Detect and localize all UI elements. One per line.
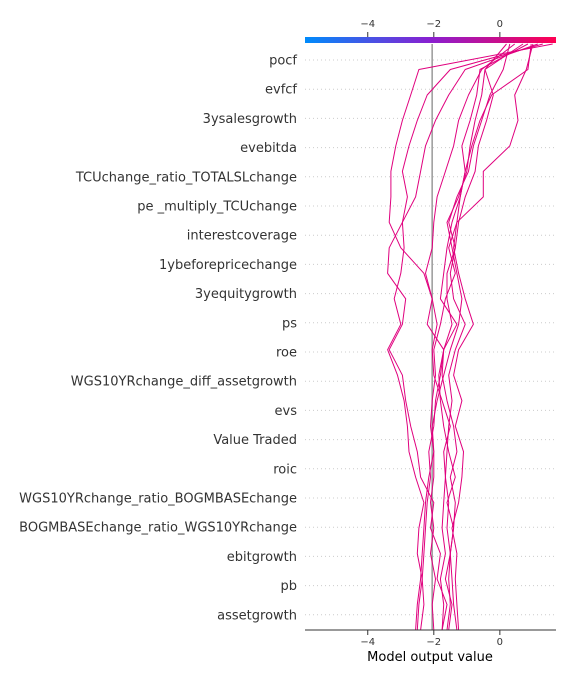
decision-line-8 xyxy=(451,43,532,631)
feature-label: Value Traded xyxy=(213,433,297,448)
feature-label: assetgrowth xyxy=(217,608,297,623)
feature-label: roic xyxy=(273,462,297,477)
decision-line-6 xyxy=(415,43,524,631)
top-axis: −4 −2 0 xyxy=(360,19,503,37)
decision-line-2 xyxy=(425,43,516,631)
decision-line-1 xyxy=(388,43,553,631)
feature-label: evebitda xyxy=(240,141,297,156)
top-tick-label: −2 xyxy=(426,19,441,30)
bottom-tick-label: −2 xyxy=(426,637,441,648)
feature-label: evs xyxy=(275,404,298,419)
feature-label: WGS10YRchange_ratio_BOGMBASEchange xyxy=(19,492,297,507)
feature-gridlines xyxy=(305,59,556,616)
feature-label: interestcoverage xyxy=(187,229,297,244)
bottom-tick-label: 0 xyxy=(497,637,503,648)
top-tick-label: −4 xyxy=(360,19,375,30)
decision-line-3 xyxy=(387,43,543,631)
x-axis-title: Model output value xyxy=(367,650,493,665)
feature-label: BOGMBASEchange_ratio_WGS10YRchange xyxy=(19,521,297,536)
feature-label: TCUchange_ratio_TOTALSLchange xyxy=(75,170,297,185)
decision-line-10 xyxy=(439,43,507,631)
decision-line-7 xyxy=(430,43,534,631)
decision-lines xyxy=(387,43,553,631)
feature-label: roe xyxy=(276,346,297,361)
feature-label: 3ysalesgrowth xyxy=(203,112,297,127)
feature-label: pb xyxy=(280,579,297,594)
feature-label: 3yequitygrowth xyxy=(195,287,297,302)
bottom-tick-label: −4 xyxy=(360,637,375,648)
colorbar-strip xyxy=(305,37,556,43)
top-tick-label: 0 xyxy=(497,19,503,30)
feature-label: WGS10YRchange_diff_assetgrowth xyxy=(71,375,297,390)
decision-line-9 xyxy=(438,43,511,631)
feature-label: 1ybeforepricechange xyxy=(159,258,297,273)
feature-labels: pocf evfcf 3ysalesgrowth evebitda TCUchange_… xyxy=(19,54,297,624)
feature-label: ps xyxy=(282,316,297,331)
feature-label: pe _multiply_TCUchange xyxy=(137,200,297,215)
feature-label: evfcf xyxy=(265,83,297,98)
feature-label: ebitgrowth xyxy=(227,550,297,565)
bottom-axis: −4 −2 0 xyxy=(305,629,556,648)
decision-line-5 xyxy=(387,43,538,631)
output-colorbar xyxy=(305,37,556,43)
feature-label: pocf xyxy=(269,54,297,69)
